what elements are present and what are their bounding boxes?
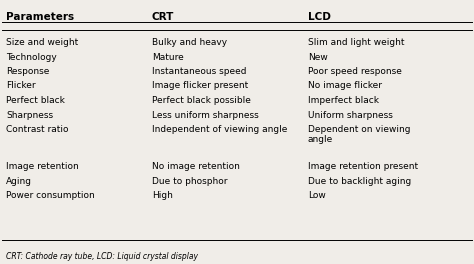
Text: Due to backlight aging: Due to backlight aging: [308, 177, 411, 186]
Text: Sharpness: Sharpness: [6, 111, 53, 120]
Text: Aging: Aging: [6, 177, 32, 186]
Text: Image retention present: Image retention present: [308, 162, 418, 171]
Text: Uniform sharpness: Uniform sharpness: [308, 111, 393, 120]
Text: Flicker: Flicker: [6, 82, 36, 91]
Text: Size and weight: Size and weight: [6, 38, 78, 47]
Text: Bulky and heavy: Bulky and heavy: [152, 38, 227, 47]
Text: New: New: [308, 53, 328, 62]
Text: No image retention: No image retention: [152, 162, 240, 171]
Text: Poor speed response: Poor speed response: [308, 67, 402, 76]
Text: Less uniform sharpness: Less uniform sharpness: [152, 111, 259, 120]
Text: Perfect black possible: Perfect black possible: [152, 96, 251, 105]
Text: Slim and light weight: Slim and light weight: [308, 38, 404, 47]
Text: Mature: Mature: [152, 53, 184, 62]
Text: Dependent on viewing
angle: Dependent on viewing angle: [308, 125, 410, 144]
Text: Power consumption: Power consumption: [6, 191, 95, 200]
Text: High: High: [152, 191, 173, 200]
Text: Perfect black: Perfect black: [6, 96, 65, 105]
Text: Instantaneous speed: Instantaneous speed: [152, 67, 246, 76]
Text: Due to phosphor: Due to phosphor: [152, 177, 228, 186]
Text: Parameters: Parameters: [6, 12, 74, 22]
Text: Low: Low: [308, 191, 326, 200]
Text: CRT: Cathode ray tube, LCD: Liquid crystal display: CRT: Cathode ray tube, LCD: Liquid cryst…: [6, 252, 198, 261]
Text: Technology: Technology: [6, 53, 57, 62]
Text: LCD: LCD: [308, 12, 331, 22]
Text: Image retention: Image retention: [6, 162, 79, 171]
Text: CRT: CRT: [152, 12, 174, 22]
Text: Image flicker present: Image flicker present: [152, 82, 248, 91]
Text: Independent of viewing angle: Independent of viewing angle: [152, 125, 287, 134]
Text: Imperfect black: Imperfect black: [308, 96, 379, 105]
Text: No image flicker: No image flicker: [308, 82, 382, 91]
Text: Response: Response: [6, 67, 49, 76]
Text: Contrast ratio: Contrast ratio: [6, 125, 69, 134]
